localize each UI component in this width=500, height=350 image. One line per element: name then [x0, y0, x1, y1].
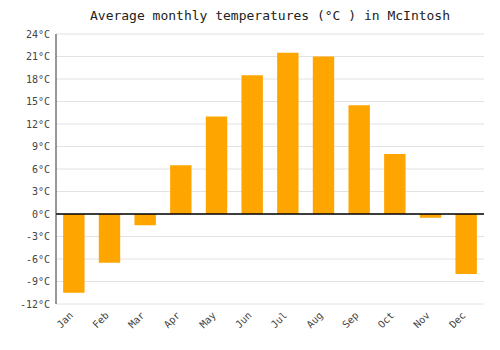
y-tick-label: 18°C	[26, 74, 50, 85]
grid-line	[56, 56, 484, 57]
x-tick-label: Nov	[411, 310, 432, 331]
y-tick-label: 0°C	[32, 209, 50, 220]
title: Average monthly temperatures (°C ) in Mc…	[90, 8, 450, 23]
x-tick-label: Jun	[233, 310, 254, 331]
bar	[241, 75, 262, 214]
x-tick-label: Mar	[126, 310, 147, 331]
y-tick-label: 21°C	[26, 51, 50, 62]
y-tick-label: -9°C	[26, 276, 50, 287]
grid-line	[56, 79, 484, 80]
x-tick-label: Aug	[304, 310, 325, 331]
x-tick-label: May	[197, 310, 218, 331]
y-axis-line	[56, 34, 57, 304]
chart-container: Average monthly temperatures (°C ) in Mc…	[0, 0, 500, 350]
x-tick-label: Jul	[269, 310, 290, 331]
y-tick-label: 15°C	[26, 96, 50, 107]
x-tick-label: Oct	[376, 310, 397, 331]
bar	[455, 214, 476, 274]
y-tick-label: -3°C	[26, 231, 50, 242]
grid-line	[56, 34, 484, 35]
y-tick-label: 12°C	[26, 119, 50, 130]
bar	[170, 165, 191, 214]
bar	[206, 117, 227, 215]
grid-line	[56, 214, 484, 215]
bar	[384, 154, 405, 214]
x-tick-label: Sep	[340, 310, 361, 331]
y-tick-label: -6°C	[26, 254, 50, 265]
y-tick-label: 6°C	[32, 164, 50, 175]
grid-line	[56, 146, 484, 147]
bar	[99, 214, 120, 263]
grid-line	[56, 124, 484, 125]
bar	[63, 214, 84, 293]
x-tick-label: Jan	[55, 310, 76, 331]
grid-line	[56, 169, 484, 170]
zero-line	[56, 213, 484, 215]
bar	[348, 105, 369, 214]
bar	[277, 53, 298, 214]
y-tick-label: 3°C	[32, 186, 50, 197]
x-tick-label: Apr	[162, 310, 183, 331]
bar	[134, 214, 155, 225]
grid-line	[56, 304, 484, 305]
grid-line	[56, 281, 484, 282]
grid-line	[56, 191, 484, 192]
bars	[63, 53, 477, 293]
grid	[56, 34, 484, 304]
y-tick-label: 9°C	[32, 141, 50, 152]
y-tick-label: -12°C	[20, 299, 50, 310]
grid-line	[56, 101, 484, 102]
x-tick-label: Feb	[90, 310, 111, 331]
bar	[313, 57, 334, 215]
y-tick-label: 24°C	[26, 29, 50, 40]
chart: Average monthly temperatures (°C ) in Mc…	[0, 0, 500, 350]
x-tick-label: Dec	[447, 310, 468, 331]
